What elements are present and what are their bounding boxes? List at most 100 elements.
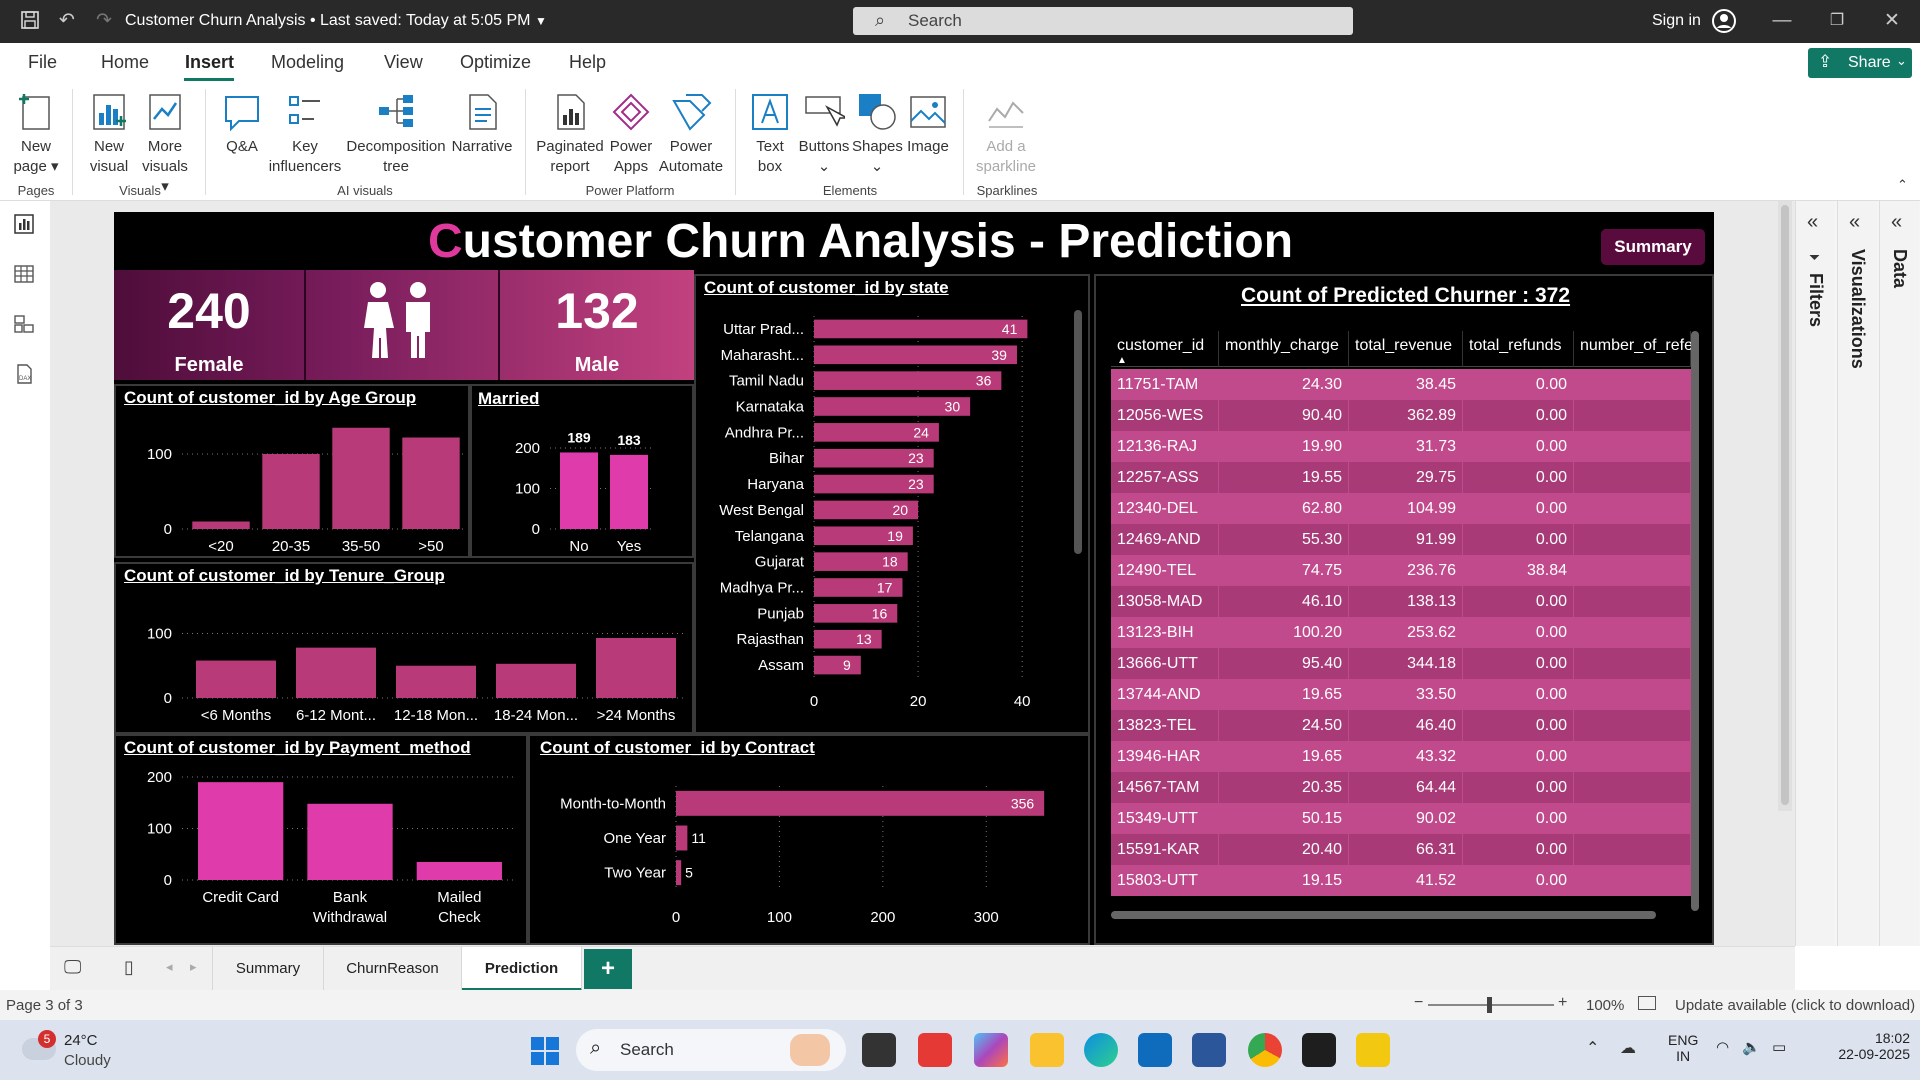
mobile-layout-icon[interactable]: ▯ (124, 957, 134, 977)
table-row[interactable]: 13123-BIH 100.20 253.62 0.00 (1111, 617, 1691, 648)
outlook-icon[interactable] (1138, 1033, 1172, 1067)
table-row[interactable]: 15591-KAR 20.40 66.31 0.00 (1111, 834, 1691, 865)
table-vertical-scrollbar[interactable] (1691, 331, 1699, 911)
edge-icon[interactable] (1084, 1033, 1118, 1067)
scroll-right-icon[interactable]: ▸ (190, 959, 197, 974)
chrome-icon[interactable] (1248, 1033, 1282, 1067)
table-row[interactable]: 12469-AND 55.30 91.99 0.00 (1111, 524, 1691, 555)
power-apps-button[interactable]: Power Apps (606, 91, 656, 177)
task-view-icon[interactable] (862, 1033, 896, 1067)
menu-help[interactable]: Help (569, 52, 607, 72)
sort-ascending-icon[interactable]: ▲ (1117, 355, 1127, 366)
column-header[interactable]: total_revenue (1349, 331, 1463, 367)
close-icon[interactable]: ✕ (1884, 10, 1900, 31)
onedrive-icon[interactable]: ☁ (1620, 1040, 1636, 1057)
page-tab-churnreason[interactable]: ChurnReason (324, 947, 462, 991)
table-row[interactable]: 12257-ASS 19.55 29.75 0.00 (1111, 462, 1691, 493)
more-visuals-button[interactable]: More visuals ▾ (138, 91, 192, 197)
save-icon[interactable] (18, 9, 42, 33)
share-button[interactable]: ⇪ Share ⌄ (1808, 48, 1912, 78)
table-row[interactable]: 13823-TEL 24.50 46.40 0.00 (1111, 710, 1691, 741)
table-row[interactable]: 13058-MAD 46.10 138.13 0.00 (1111, 586, 1691, 617)
zoom-out-icon[interactable]: − (1414, 994, 1424, 1011)
canvas-scrollbar[interactable] (1778, 201, 1792, 811)
buttons-button[interactable]: Buttons ⌄ (796, 91, 852, 177)
menu-file[interactable]: File (28, 52, 58, 72)
table-row[interactable]: 13946-HAR 19.65 43.32 0.00 (1111, 741, 1691, 772)
redo-icon[interactable]: ↷ (96, 10, 112, 31)
menu-view[interactable]: View (384, 52, 423, 72)
account-icon[interactable] (1712, 9, 1736, 33)
narrative-button[interactable]: Narrative (448, 91, 516, 157)
copilot-icon[interactable] (974, 1033, 1008, 1067)
battery-icon[interactable]: ▭ (1772, 1039, 1787, 1056)
start-button[interactable] (530, 1036, 560, 1071)
table-row[interactable]: 11751-TAM 24.30 38.45 0.00 (1111, 369, 1691, 400)
decomposition-tree-button[interactable]: Decomposition tree (344, 91, 448, 177)
expand-filters-icon[interactable]: « (1807, 211, 1819, 233)
menu-insert[interactable]: Insert (185, 52, 235, 72)
volume-icon[interactable]: 🔈 (1742, 1039, 1761, 1056)
wifi-icon[interactable]: ◠ (1716, 1039, 1730, 1056)
report-view-icon[interactable] (13, 213, 39, 237)
update-available-link[interactable]: Update available (click to download) (1675, 997, 1916, 1014)
zoom-slider[interactable] (1428, 997, 1554, 1013)
power-bi-icon[interactable] (1356, 1033, 1390, 1067)
file-explorer-icon[interactable] (1030, 1033, 1064, 1067)
column-header[interactable]: total_refunds (1463, 331, 1574, 367)
table-row[interactable]: 12056-WES 90.40 362.89 0.00 (1111, 400, 1691, 431)
shapes-button[interactable]: Shapes ⌄ (852, 91, 903, 177)
table-view-icon[interactable] (13, 263, 39, 287)
table-row[interactable]: 13744-AND 19.65 33.50 0.00 (1111, 679, 1691, 710)
clock[interactable]: 18:02 22-09-2025 (1800, 1030, 1910, 1062)
page-tab-prediction[interactable]: Prediction (462, 947, 582, 991)
menu-modeling[interactable]: Modeling (271, 52, 345, 72)
minimize-icon[interactable]: — (1772, 10, 1792, 31)
summary-nav-button[interactable]: Summary (1601, 229, 1705, 265)
new-visual-button[interactable]: New visual (82, 91, 136, 177)
table-row[interactable]: 12490-TEL 74.75 236.76 38.84 (1111, 555, 1691, 586)
table-row[interactable]: 15803-UTT 19.15 41.52 0.00 (1111, 865, 1691, 896)
zoom-in-icon[interactable]: + (1558, 994, 1568, 1011)
restore-icon[interactable]: ❐ (1829, 12, 1845, 29)
image-button[interactable]: Image (903, 91, 953, 157)
add-page-button[interactable]: + (584, 949, 632, 989)
terminal-icon[interactable] (1302, 1033, 1336, 1067)
visualizations-pane[interactable]: « Visualizations (1837, 201, 1877, 946)
collapse-ribbon-icon[interactable]: ⌃ (1897, 177, 1908, 192)
table-row[interactable]: 13666-UTT 95.40 344.18 0.00 (1111, 648, 1691, 679)
app-icon[interactable] (918, 1033, 952, 1067)
table-row[interactable]: 14567-TAM 20.35 64.44 0.00 (1111, 772, 1691, 803)
zoom-slider-thumb[interactable] (1487, 997, 1492, 1013)
menu-optimize[interactable]: Optimize (460, 52, 532, 72)
expand-data-icon[interactable]: « (1891, 211, 1903, 233)
column-header[interactable]: number_of_refe (1574, 331, 1691, 367)
qa-button[interactable]: Q&A (216, 91, 268, 157)
table-horizontal-scrollbar[interactable] (1111, 911, 1656, 919)
dax-query-view-icon[interactable]: DAX (13, 363, 39, 387)
undo-icon[interactable]: ↶ (59, 10, 75, 31)
page-tab-summary[interactable]: Summary (212, 947, 324, 991)
model-view-icon[interactable] (13, 313, 39, 337)
table-row[interactable]: 12136-RAJ 19.90 31.73 0.00 (1111, 431, 1691, 462)
search-input[interactable]: ⌕ Search (853, 7, 1353, 35)
filters-pane[interactable]: « ⏷ Filters (1795, 201, 1835, 946)
column-header[interactable]: monthly_charge (1219, 331, 1349, 367)
data-pane[interactable]: « Data (1879, 201, 1919, 946)
power-automate-button[interactable]: Power Automate (656, 91, 726, 177)
language-indicator[interactable]: ENG IN (1668, 1032, 1698, 1064)
desktop-layout-icon[interactable]: 🖵 (64, 957, 82, 977)
table-row[interactable]: 12340-DEL 62.80 104.99 0.00 (1111, 493, 1691, 524)
key-influencers-button[interactable]: Key influencers (268, 91, 342, 177)
fit-to-page-icon[interactable] (1638, 996, 1656, 1010)
store-icon[interactable] (1192, 1033, 1226, 1067)
state-chart-scrollbar[interactable] (1074, 310, 1082, 554)
sign-in-link[interactable]: Sign in (1652, 12, 1701, 29)
column-header[interactable]: customer_id (1111, 331, 1219, 367)
table-row[interactable]: 15349-UTT 50.15 90.02 0.00 (1111, 803, 1691, 834)
document-title[interactable]: Customer Churn Analysis • Last saved: To… (125, 12, 547, 30)
text-box-button[interactable]: Text box (745, 91, 795, 177)
menu-home[interactable]: Home (101, 52, 150, 72)
canvas-scroll-thumb[interactable] (1781, 205, 1789, 805)
show-hidden-icons[interactable]: ⌃ (1586, 1040, 1600, 1057)
